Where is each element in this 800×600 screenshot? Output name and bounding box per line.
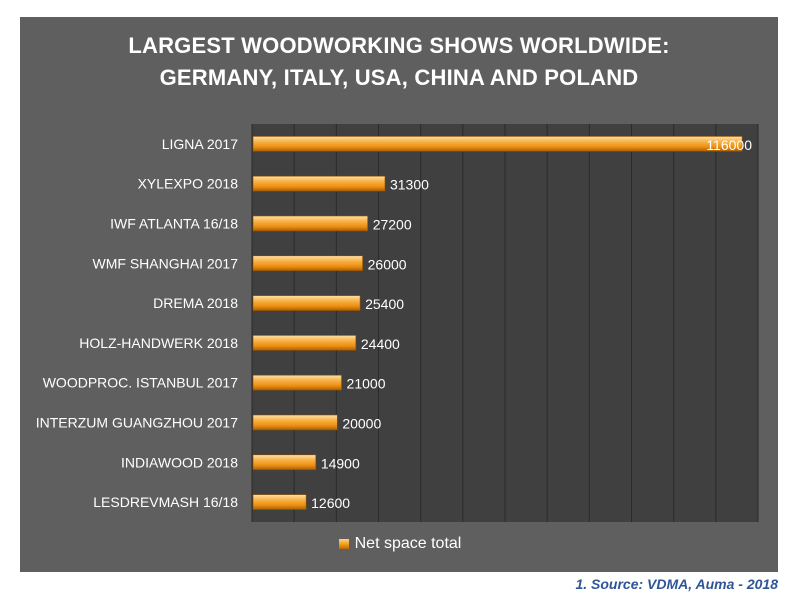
- category-label: XYLEXPO 2018: [138, 176, 239, 192]
- category-label: INDIAWOOD 2018: [121, 454, 238, 470]
- bar: [252, 454, 317, 471]
- data-label: 116000: [706, 137, 752, 153]
- bar: [252, 175, 386, 192]
- category-label: LIGNA 2017: [162, 136, 238, 152]
- legend-swatch: [338, 539, 349, 549]
- bar: [252, 136, 743, 152]
- category-label: WOODPROC. ISTANBUL 2017: [43, 375, 238, 391]
- data-label: 31300: [390, 177, 429, 193]
- bar: [252, 374, 342, 391]
- chart-title-line-1: LARGEST WOODWORKING SHOWS WORLDWIDE:: [128, 33, 670, 58]
- bar: [252, 414, 338, 431]
- data-label: 26000: [368, 256, 407, 272]
- chart-title-line-2: GERMANY, ITALY, USA, CHINA AND POLAND: [159, 65, 639, 90]
- legend-label: Net space total: [354, 535, 462, 552]
- category-label: IWF ATLANTA 16/18: [110, 216, 238, 232]
- bar: [252, 335, 357, 351]
- bar: [252, 215, 368, 232]
- bar: [252, 255, 363, 272]
- data-label: 20000: [342, 416, 381, 432]
- source-note: 1. Source: VDMA, Auma - 2018: [575, 576, 778, 592]
- data-label: 24400: [361, 336, 400, 352]
- bar: [252, 494, 307, 510]
- category-label: WMF SHANGHAI 2017: [93, 255, 239, 271]
- legend: Net space total: [0, 535, 800, 553]
- bar: [252, 295, 361, 311]
- category-label: DREMA 2018: [153, 295, 238, 311]
- data-label: 27200: [373, 217, 412, 233]
- category-label: INTERZUM GUANGZHOU 2017: [36, 415, 238, 431]
- data-label: 14900: [321, 455, 360, 471]
- data-label: 25400: [365, 296, 404, 312]
- chart-title: LARGEST WOODWORKING SHOWS WORLDWIDE: GER…: [20, 30, 778, 94]
- data-label: 12600: [311, 495, 350, 511]
- category-label: LESDREVMASH 16/18: [93, 494, 238, 510]
- data-label: 21000: [347, 376, 386, 392]
- category-label: HOLZ-HANDWERK 2018: [79, 335, 238, 351]
